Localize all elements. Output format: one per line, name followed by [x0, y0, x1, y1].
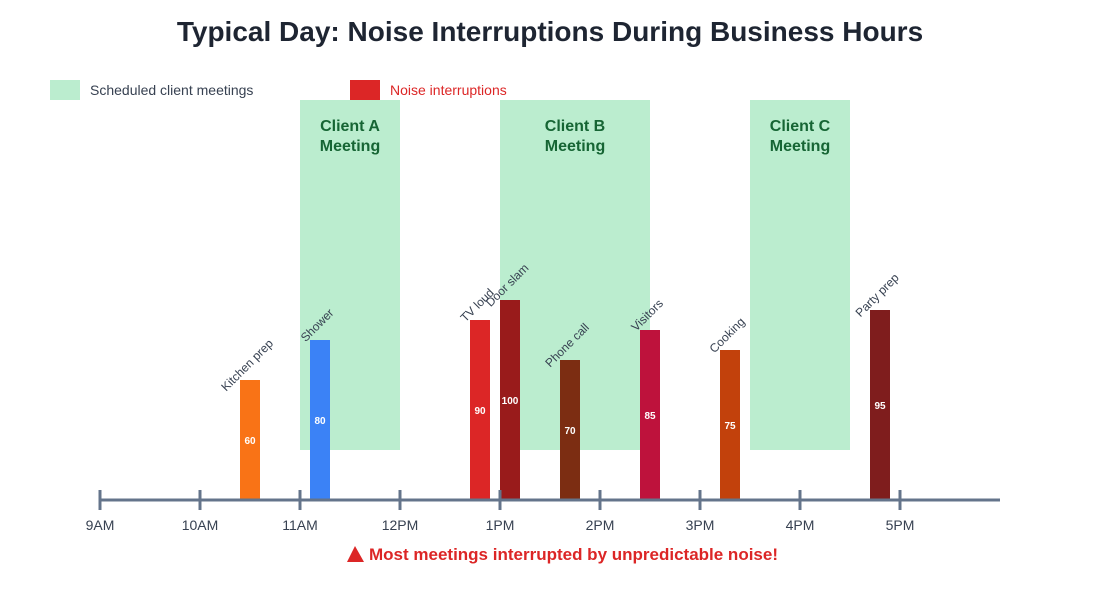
bar-value-label: 75 [724, 421, 736, 432]
legend: Scheduled client meetings Noise interrup… [50, 80, 507, 100]
meeting-label: Client B [545, 118, 605, 135]
bar-value-label: 90 [474, 406, 486, 417]
x-tick-label: 1PM [486, 517, 515, 533]
x-tick-label: 4PM [786, 517, 815, 533]
legend-label-noise: Noise interruptions [390, 82, 507, 98]
bar-category-label: Cooking [707, 315, 748, 356]
meeting-label: Meeting [770, 138, 830, 155]
x-tick-label: 2PM [586, 517, 615, 533]
annotation: Most meetings interrupted by unpredictab… [347, 545, 778, 564]
meeting-label: Client A [320, 118, 380, 135]
x-tick-label: 5PM [886, 517, 915, 533]
noise-bar [720, 350, 740, 500]
noise-bar [310, 340, 330, 500]
bar-value-label: 70 [564, 426, 576, 437]
bar-value-label: 100 [502, 396, 519, 407]
bar-value-label: 95 [874, 401, 886, 412]
noise-bar [470, 320, 490, 500]
legend-swatch-noise [350, 80, 380, 100]
bar-value-label: 80 [314, 416, 326, 427]
meeting-label: Meeting [545, 138, 605, 155]
legend-swatch-meetings [50, 80, 80, 100]
annotation-text: Most meetings interrupted by unpredictab… [369, 545, 778, 564]
warning-icon [347, 546, 364, 562]
noise-bar [500, 300, 520, 500]
chart-title: Typical Day: Noise Interruptions During … [177, 16, 923, 47]
noise-bar [640, 330, 660, 500]
noise-bar [240, 380, 260, 500]
meeting-label: Client C [770, 118, 831, 135]
noise-bar [870, 310, 890, 500]
x-tick-label: 10AM [182, 517, 219, 533]
x-tick-label: 3PM [686, 517, 715, 533]
x-tick-label: 12PM [382, 517, 419, 533]
x-tick-label: 9AM [86, 517, 115, 533]
x-tick-label: 11AM [282, 517, 318, 533]
bar-value-label: 85 [644, 411, 656, 422]
bar-value-label: 60 [244, 436, 256, 447]
meeting-label: Meeting [320, 138, 380, 155]
meeting-block [750, 100, 850, 450]
noise-bar [560, 360, 580, 500]
legend-label-meetings: Scheduled client meetings [90, 82, 253, 98]
